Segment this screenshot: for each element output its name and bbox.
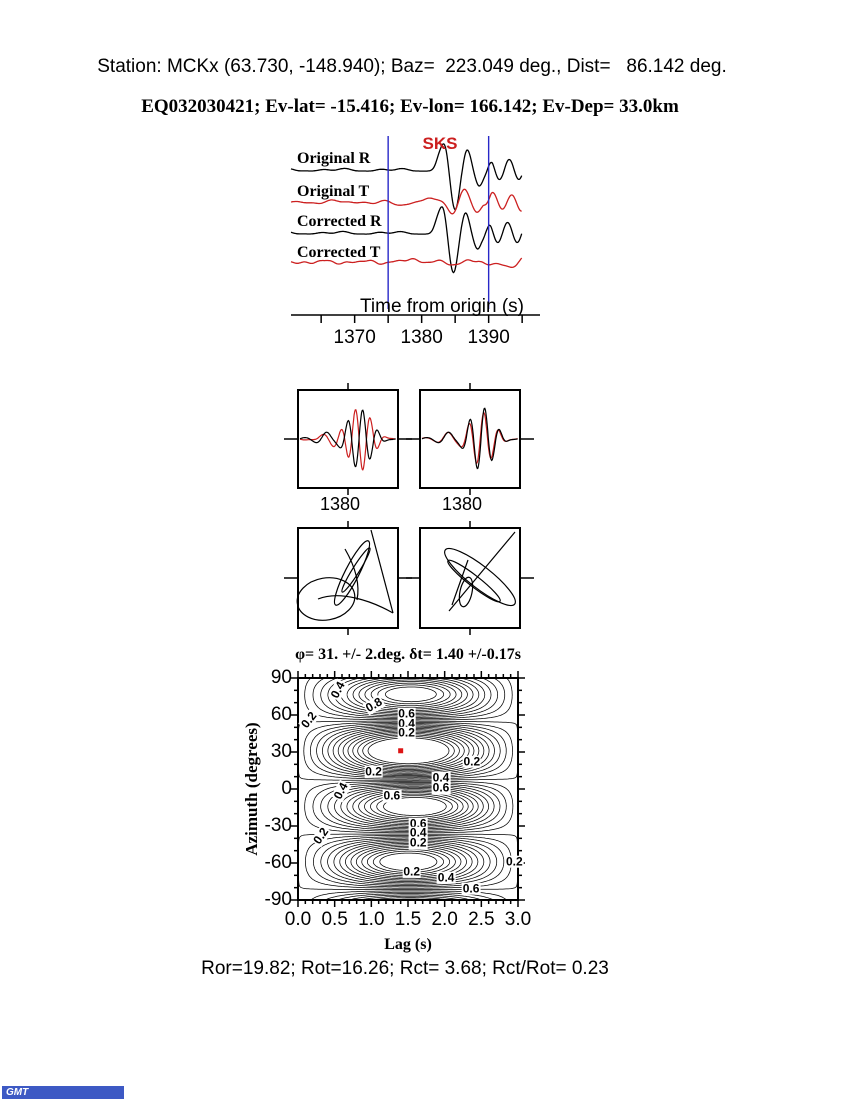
contour-inline-label: 0.2 [402, 864, 421, 879]
error-surface-contour [383, 686, 447, 816]
particle-motion-curve [296, 577, 356, 621]
contour-y-tick-label: 90 [270, 667, 292, 688]
contour-y-tick-label: 0 [281, 778, 292, 799]
particle-motion-curve [341, 547, 371, 593]
contour-inline-label: 0.2 [397, 725, 416, 740]
pair-panel-waveform [421, 407, 518, 470]
gmt-timestamp-stamp: GMT [2, 1086, 124, 1099]
contour-x-tick-label: 1.5 [394, 909, 422, 930]
contour-x-tick-label: 0.5 [321, 909, 348, 930]
error-surface-contour [370, 682, 459, 820]
particle-motion-curve [333, 540, 371, 606]
time-axis-tick-label: 1380 [400, 327, 443, 348]
contour-x-tick-label: 3.0 [504, 909, 532, 930]
waveform-trace-corrected-t [290, 257, 523, 269]
error-surface-contour [342, 730, 475, 880]
error-surface-contour [310, 723, 507, 888]
error-surface-contour [357, 734, 460, 875]
contour-x-tick-label: 1.0 [358, 909, 385, 930]
contour-y-tick-label: -60 [264, 852, 292, 873]
trace-label-corrected-t: Corrected T [297, 244, 381, 261]
contour-y-tick-label: -30 [264, 815, 292, 836]
contour-inline-label: 0.6 [382, 789, 402, 804]
contour-y-tick-label: 30 [270, 741, 292, 762]
contour-x-axis-title: Lag (s) [384, 936, 432, 953]
contour-inline-label: 0.4 [436, 870, 456, 885]
pair-panel-left-tick-label: 1380 [319, 494, 361, 514]
phase-label-sks: SKS [422, 134, 458, 153]
contour-inline-label: 0.2 [504, 854, 524, 869]
particle-motion-curve [447, 559, 501, 603]
error-surface-contour [327, 726, 490, 884]
contour-inline-label: 0.6 [397, 706, 416, 721]
trace-label-original-r: Original R [297, 150, 371, 167]
particle-motion-curve [458, 576, 474, 608]
contour-y-tick-label: 60 [270, 704, 292, 725]
particle-motion-curve [317, 595, 394, 614]
best-fit-marker [398, 748, 404, 754]
contour-x-tick-label: 0.0 [284, 909, 312, 930]
contour-inline-label: 0.2 [462, 754, 482, 769]
error-surface-contour [367, 737, 450, 871]
particle-motion-curve [344, 548, 359, 601]
time-axis-label: Time from origin (s) [360, 296, 524, 317]
contour-x-tick-label: 2.5 [468, 909, 495, 930]
trace-label-original-t: Original T [297, 183, 370, 200]
ratio-stats-line: Ror=19.82; Rot=16.26; Rct= 3.68; Rct/Rot… [201, 958, 609, 979]
particle-motion-curve [448, 531, 516, 612]
contour-y-axis-title: Azimuth (degrees) [242, 722, 261, 856]
contour-inline-label: 0.2 [408, 835, 428, 850]
contour-title: φ= 31. +/- 2.deg. δt= 1.40 +/-0.17s [295, 646, 521, 663]
error-surface-contour [362, 735, 455, 873]
contour-inline-label: 0.4 [431, 770, 451, 785]
particle-motion-curve [370, 529, 394, 614]
time-axis-tick-label: 1390 [467, 327, 510, 348]
station-title: Station: MCKx (63.730, -148.940); Baz= 2… [97, 56, 727, 77]
particle-motion-box [297, 527, 399, 629]
error-surface-contour [376, 684, 453, 818]
trace-label-corrected-r: Corrected R [297, 213, 382, 230]
pair-panel-waveform [299, 409, 396, 468]
event-title: EQ032030421; Ev-lat= -15.416; Ev-lon= 16… [141, 96, 679, 117]
pair-panel-box [419, 389, 521, 489]
error-surface-contour [303, 721, 513, 889]
pair-panel-waveform [299, 409, 396, 471]
contour-y-tick-label: -90 [264, 889, 292, 910]
contour-inline-label: 0.6 [408, 816, 428, 831]
contour-inline-label: 0.6 [431, 781, 451, 796]
pair-panel-right-tick-label: 1380 [441, 494, 483, 514]
particle-motion-curve [444, 547, 516, 607]
waveform-trace-original-r [290, 143, 523, 211]
time-axis-tick-label: 1370 [333, 327, 376, 348]
waveform-trace-original-t [290, 188, 522, 215]
contour-inline-label: 0.2 [364, 764, 383, 779]
error-surface-contour [332, 727, 485, 882]
contour-inline-label: 0.6 [461, 881, 481, 896]
contour-x-tick-label: 2.0 [431, 909, 458, 930]
waveform-trace-corrected-r [290, 206, 523, 274]
contour-inline-label: 0.4 [408, 826, 428, 841]
